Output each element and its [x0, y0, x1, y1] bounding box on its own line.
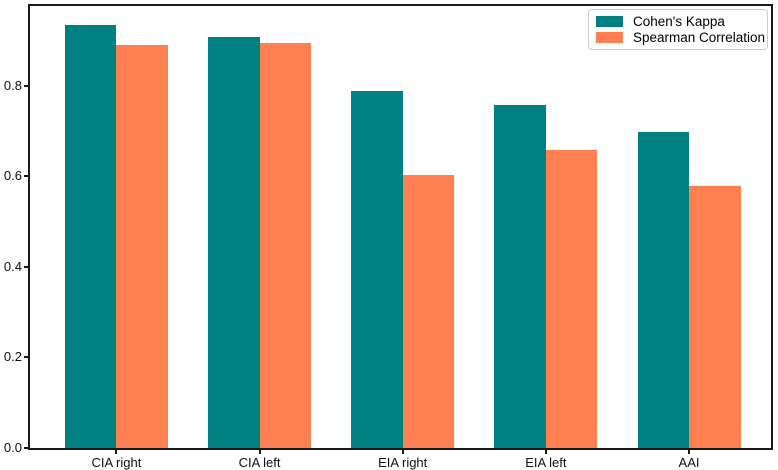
legend: Cohen's Kappa Spearman Correlation: [588, 9, 768, 50]
y-tick-0.2: [24, 356, 28, 359]
y-tick-0.6: [24, 175, 28, 178]
y-tick-0.0: [24, 447, 28, 449]
bar-spearman-correlation-eia-right: [402, 174, 455, 448]
bar-cohen-s-kappa-aai: [637, 131, 690, 448]
y-tick-0.4: [24, 265, 28, 268]
legend-item-spearman-correlation: Spearman Correlation: [596, 30, 765, 45]
legend-swatch-spearman-correlation: [596, 31, 623, 43]
bar-spearman-correlation-aai: [689, 185, 741, 448]
x-tick-label-cia-right: CIA right: [91, 455, 142, 470]
y-tick-label-0.0: 0.0: [3, 440, 22, 455]
y-tick-label-0.4: 0.4: [3, 258, 22, 274]
legend-swatch-cohens-kappa: [596, 16, 623, 28]
bar-spearman-correlation-eia-left: [545, 149, 598, 448]
bar-spearman-correlation-cia-right: [116, 44, 168, 448]
plot-area: [28, 4, 773, 450]
x-tick-cia-right: [115, 450, 118, 454]
x-tick-label-aai: AAI: [678, 455, 700, 470]
x-tick-label-eia-left: EIA left: [525, 455, 567, 470]
y-tick-label-0.8: 0.8: [3, 77, 22, 93]
bar-cohen-s-kappa-eia-right: [351, 91, 403, 448]
bar-spearman-correlation-cia-left: [259, 42, 312, 448]
x-tick-eia-left: [544, 450, 547, 454]
x-tick-label-cia-left: CIA left: [238, 455, 281, 470]
legend-label-cohens-kappa: Cohen's Kappa: [633, 14, 725, 30]
x-tick-aai: [688, 450, 691, 454]
bar-cohen-s-kappa-cia-right: [64, 24, 117, 448]
bar-cohen-s-kappa-eia-left: [494, 104, 546, 448]
x-tick-cia-left: [258, 450, 261, 454]
y-tick-0.8: [24, 84, 28, 87]
bar-cohen-s-kappa-cia-left: [208, 36, 260, 448]
x-tick-eia-right: [401, 450, 404, 454]
legend-label-spearman-correlation: Spearman Correlation: [633, 29, 766, 45]
y-tick-label-0.6: 0.6: [3, 168, 22, 184]
x-tick-label-eia-right: EIA right: [378, 455, 428, 470]
legend-item-cohens-kappa: Cohen's Kappa: [596, 14, 760, 29]
y-tick-label-0.2: 0.2: [3, 349, 22, 365]
